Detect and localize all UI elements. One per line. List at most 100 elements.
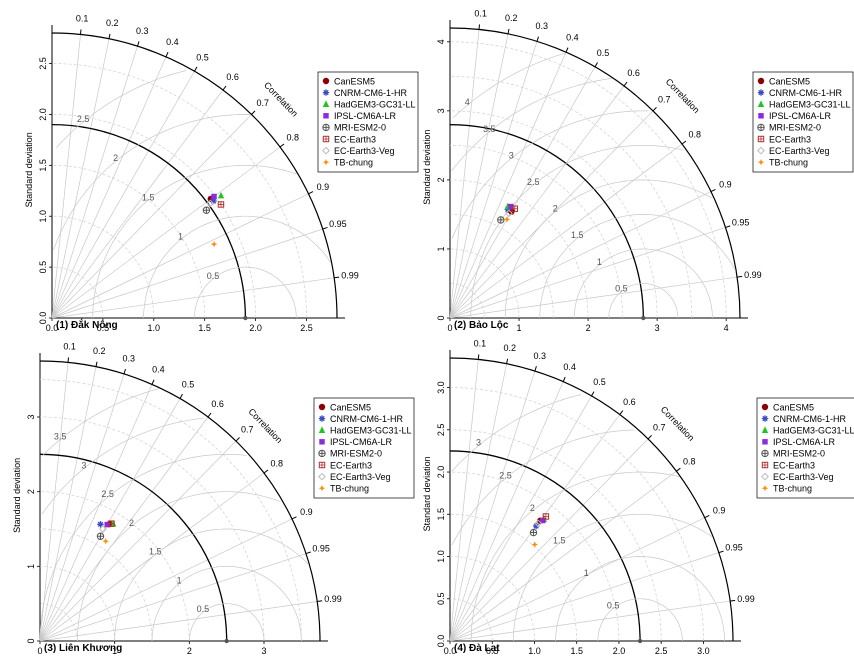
rms-label: 2 bbox=[530, 503, 535, 513]
rms-label: 1 bbox=[597, 257, 602, 267]
y-tick-label: 0.0 bbox=[38, 312, 48, 325]
legend-entry: TB-chung bbox=[334, 158, 373, 168]
correlation-ray bbox=[449, 191, 712, 319]
marker-hadgem3 bbox=[318, 426, 326, 433]
legend-entry: HadGEM3-GC31-LL bbox=[330, 426, 412, 436]
marker-ipsl bbox=[758, 113, 764, 119]
marker-hadgem3 bbox=[757, 100, 765, 107]
panel-label: (4) Đà Lạt bbox=[454, 643, 500, 654]
correlation-ray bbox=[39, 553, 307, 642]
rms-label: 3 bbox=[81, 460, 86, 470]
correlation-tick bbox=[305, 551, 311, 555]
correlation-tick bbox=[194, 66, 198, 72]
rms-arc bbox=[194, 266, 297, 318]
x-tick-label: 1.0 bbox=[528, 646, 541, 656]
correlation-tick bbox=[317, 600, 323, 602]
marker-ec-earth3-veg bbox=[504, 209, 513, 218]
rms-label: 0.5 bbox=[615, 283, 628, 293]
sd-arc bbox=[39, 528, 153, 642]
legend-entry: EC-Earth3-Veg bbox=[334, 146, 395, 156]
correlation-tick bbox=[534, 366, 537, 372]
correlation-ray bbox=[39, 518, 293, 642]
y-tick-label: 1.0 bbox=[38, 210, 48, 223]
panel-label: (1) Đắk Nông bbox=[56, 318, 118, 331]
rms-label: 3.5 bbox=[483, 124, 496, 134]
sd-arc bbox=[449, 387, 704, 642]
correlation-tick-label: 0.4 bbox=[566, 33, 579, 43]
rms-label: 2.5 bbox=[527, 177, 540, 187]
correlation-tick bbox=[108, 33, 111, 39]
y-tick-label: 2.5 bbox=[38, 57, 48, 70]
correlation-tick bbox=[308, 191, 314, 195]
legend: CanESM5 CNRM-CM6-1-HR HadGEM3-GC31-LLIPSL-… bbox=[756, 397, 854, 499]
marker-mri-cross bbox=[322, 124, 330, 131]
x-tick-label: 3 bbox=[655, 323, 660, 333]
marker-mri-cross bbox=[761, 450, 769, 457]
correlation-ray bbox=[449, 470, 677, 642]
rms-arc bbox=[539, 214, 736, 318]
marker-ec-earth3-veg bbox=[318, 472, 326, 481]
correlation-ray bbox=[51, 71, 195, 319]
marker-mri-cross bbox=[318, 450, 326, 457]
outer-arc bbox=[51, 32, 338, 319]
correlation-tick bbox=[235, 437, 240, 442]
reference-arc bbox=[449, 450, 641, 642]
correlation-ray bbox=[51, 146, 281, 319]
correlation-ray bbox=[39, 398, 181, 642]
correlation-tick bbox=[291, 516, 297, 520]
correlation-tick-label: 0.1 bbox=[76, 14, 89, 24]
x-tick-label: 1.5 bbox=[198, 323, 211, 333]
correlation-tick-label: 0.95 bbox=[329, 219, 347, 229]
marker-ec-earth3-veg bbox=[534, 519, 543, 528]
x-tick-label: 0 bbox=[447, 323, 452, 333]
marker-ipsl bbox=[508, 203, 514, 210]
outer-arc bbox=[39, 360, 321, 642]
correlation-tick-label: 0.9 bbox=[713, 506, 726, 516]
correlation-ray bbox=[449, 363, 507, 642]
legend-entry: CNRM-CM6-1-HR bbox=[330, 414, 403, 424]
correlation-tick bbox=[565, 47, 569, 53]
x-tick-label: 0.0 bbox=[444, 646, 457, 656]
rms-arc bbox=[452, 52, 566, 118]
y-axis-title: Standard deviation bbox=[422, 130, 432, 205]
rms-label: 2 bbox=[129, 518, 134, 528]
marker-mri-cross bbox=[497, 216, 505, 224]
rms-arc bbox=[151, 565, 302, 641]
correlation-tick bbox=[263, 469, 269, 474]
correlation-ray bbox=[51, 277, 335, 319]
legend-entry: EC-Earth3 bbox=[330, 460, 372, 470]
marker-cnrm bbox=[504, 206, 511, 213]
legend: CanESM5 CNRM-CM6-1-HR HadGEM3-GC31-LLIPSL-… bbox=[313, 397, 415, 499]
x-tick-label: 2.5 bbox=[300, 323, 313, 333]
legend-entry: CanESM5 bbox=[330, 402, 371, 412]
legend-entry: CNRM-CM6-1-HR bbox=[769, 88, 842, 98]
correlation-ray bbox=[449, 41, 538, 319]
rms-arc bbox=[451, 110, 649, 239]
marker-tb-chung bbox=[761, 485, 769, 492]
y-tick-label: 2 bbox=[436, 177, 446, 182]
legend-entry: CNRM-CM6-1-HR bbox=[773, 414, 846, 424]
legend-box bbox=[752, 71, 854, 173]
legend-entry: CanESM5 bbox=[769, 76, 810, 86]
sd-arc bbox=[39, 491, 190, 642]
correlation-tick-label: 0.6 bbox=[226, 72, 239, 82]
sd-arc bbox=[449, 41, 727, 319]
y-tick-label: 3.0 bbox=[436, 381, 446, 394]
legend-box bbox=[756, 397, 854, 499]
correlation-ray bbox=[449, 370, 536, 642]
reference-point bbox=[243, 315, 248, 321]
correlation-tick bbox=[710, 188, 716, 193]
marker-hadgem3 bbox=[761, 426, 769, 433]
correlation-tick-label: 0.7 bbox=[241, 425, 254, 435]
correlation-ray bbox=[449, 517, 705, 642]
marker-ec-earth3-cross bbox=[543, 513, 549, 520]
correlation-ray bbox=[51, 38, 110, 319]
rms-arc bbox=[114, 528, 309, 641]
correlation-tick bbox=[718, 550, 724, 554]
rms-arc bbox=[451, 78, 612, 172]
correlation-ray bbox=[449, 381, 564, 642]
correlation-tick-label: 0.1 bbox=[63, 341, 76, 351]
correlation-tick bbox=[507, 28, 510, 34]
rms-label: 3.5 bbox=[54, 432, 67, 442]
marker-ec-earth3-cross bbox=[762, 462, 768, 468]
